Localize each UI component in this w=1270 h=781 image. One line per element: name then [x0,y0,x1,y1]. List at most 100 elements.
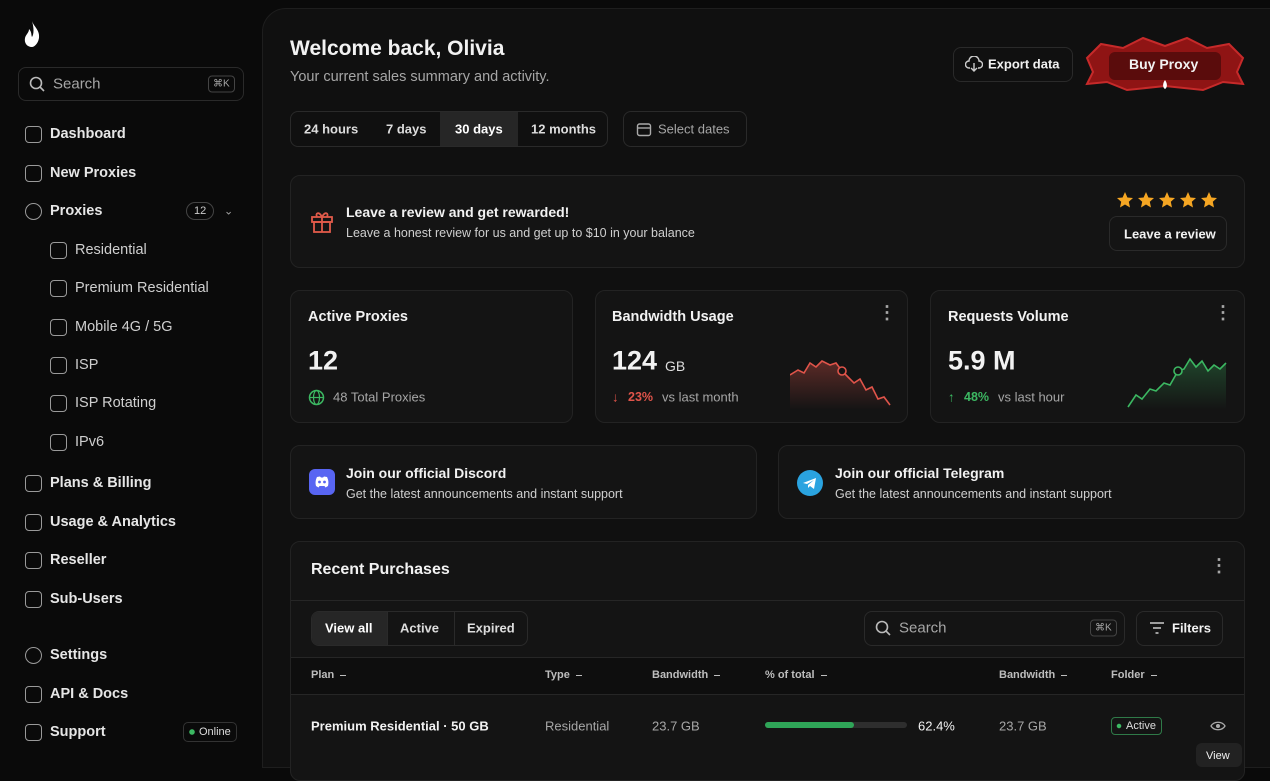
column-header: % of total [765,669,829,681]
nav-icon [25,513,42,531]
content: Welcome back, Olivia Your current sales … [290,36,1247,781]
nav-item[interactable]: Usage & Analytics [50,513,176,530]
nav-icon [50,356,67,374]
stat-value: 12 [308,345,339,376]
nav-icon [25,126,42,143]
select-dates[interactable] [623,111,747,147]
nav-item[interactable]: API & Docs [50,685,129,702]
logo [24,21,40,47]
globe-icon [308,389,325,406]
shortcut: ⌘K [208,75,235,93]
search-icon [875,620,891,636]
sparkline-up [1127,357,1227,410]
nav-icon [50,395,67,413]
review-text: Leave a honest review for us and get up … [346,226,695,240]
nav-item[interactable]: Dashboard [50,126,126,142]
column-header: Bandwidth [999,669,1070,681]
type-cell: Residential [545,718,610,734]
review-title: Leave a review and get rewarded! [346,204,570,220]
community-text: Get the latest announcements and instant… [835,487,1112,501]
bandwidth-cell: 23.7 GB [999,718,1047,734]
nav-icon [25,685,42,703]
stat-title: Requests Volume [948,309,1069,325]
filters-label: Filters [1172,620,1212,636]
range-option[interactable]: 12 months [531,121,597,137]
status-badge: Online [183,722,237,742]
nav-icon [25,203,42,220]
nav-icon [25,552,42,570]
export-button[interactable] [953,47,1073,82]
chevron[interactable]: ⌄ [224,205,234,218]
nav-item[interactable]: Plans & Billing [50,475,152,491]
discord-icon [309,469,335,495]
shortcut: ⌘K [1090,619,1117,637]
percent-cell: 62.4% [918,718,955,734]
purchases-card [290,541,1245,781]
nav-icon [50,433,67,451]
nav-icon [50,242,67,259]
range-option[interactable]: 7 days [386,121,427,137]
filter-icon [1150,622,1164,634]
column-header: Bandwidth [652,669,723,681]
nav-badge: 12 [186,202,215,220]
search-icon [29,76,45,92]
sub-nav-item[interactable]: Mobile 4G / 5G [75,318,173,335]
bandwidth-cell: 23.7 GB [652,718,700,734]
progress-bar [765,722,854,728]
select-dates-label: Select dates [658,121,730,137]
plan-cell: Premium Residential · 50 GB [311,718,489,734]
search-box[interactable] [18,67,244,101]
community-text: Get the latest announcements and instant… [346,487,623,501]
menu-dots[interactable]: ⋮ [1214,302,1232,323]
buy-label: Buy Proxy [1129,56,1199,72]
stat-title: Active Proxies [308,309,408,325]
nav-icon [25,165,42,182]
sub-nav-item[interactable]: ISP Rotating [75,395,157,412]
telegram-card[interactable] [778,445,1245,519]
nav-icon [25,590,42,608]
tab[interactable]: View all [325,620,373,636]
nav-item[interactable]: Sub-Users [50,590,123,607]
sub-nav-item[interactable]: Premium Residential [75,280,209,297]
sub-nav-item[interactable]: ISP [75,356,99,373]
sub-nav-item[interactable]: IPv6 [75,433,105,450]
menu-dots[interactable]: ⋮ [1210,555,1228,576]
progress-track [765,722,907,728]
table-search[interactable] [864,611,1125,646]
gift-icon [311,212,333,233]
nav-item[interactable]: Support [50,724,106,740]
tab[interactable]: Expired [467,620,515,636]
tooltip-label: View [1206,750,1230,762]
search-placeholder: Search [899,619,947,637]
range-option[interactable]: 24 hours [304,121,359,137]
discord-card[interactable] [290,445,757,519]
stat-unit: GB [665,358,686,374]
menu-dots[interactable]: ⋮ [878,302,896,323]
stat-value: 5.9 M [948,345,1016,376]
nav-item[interactable]: Proxies [50,203,103,219]
nav-item[interactable]: New Proxies [50,165,137,181]
buy-badge[interactable] [1083,36,1247,94]
stat-card [290,290,573,423]
stat-title: Bandwidth Usage [612,309,734,325]
tab[interactable]: Active [400,620,440,636]
nav-icon [50,318,67,336]
review-button[interactable] [1109,216,1227,251]
filters-button[interactable] [1136,611,1223,646]
nav-item[interactable]: Reseller [50,552,107,569]
page: Search ⌘K Dashboard New Proxies Proxies 12 ⌄… [18,8,1270,781]
trend-arrow: ↓ [612,389,619,405]
sub-nav-item[interactable]: Residential [75,242,147,258]
range-option[interactable]: 30 days [455,121,503,137]
stat-change: 23% [628,390,654,404]
nav-item[interactable]: Settings [50,647,108,663]
view-icon[interactable] [1210,719,1226,733]
nav-icon [25,724,42,741]
purchase-tabs [311,611,528,646]
column-header: Type [545,669,584,681]
section-title: Recent Purchases [311,561,450,578]
range-group [290,111,608,147]
export-label: Export data [988,56,1060,72]
welcome-title: Welcome back, Olivia [290,37,505,60]
stars [1117,192,1217,208]
